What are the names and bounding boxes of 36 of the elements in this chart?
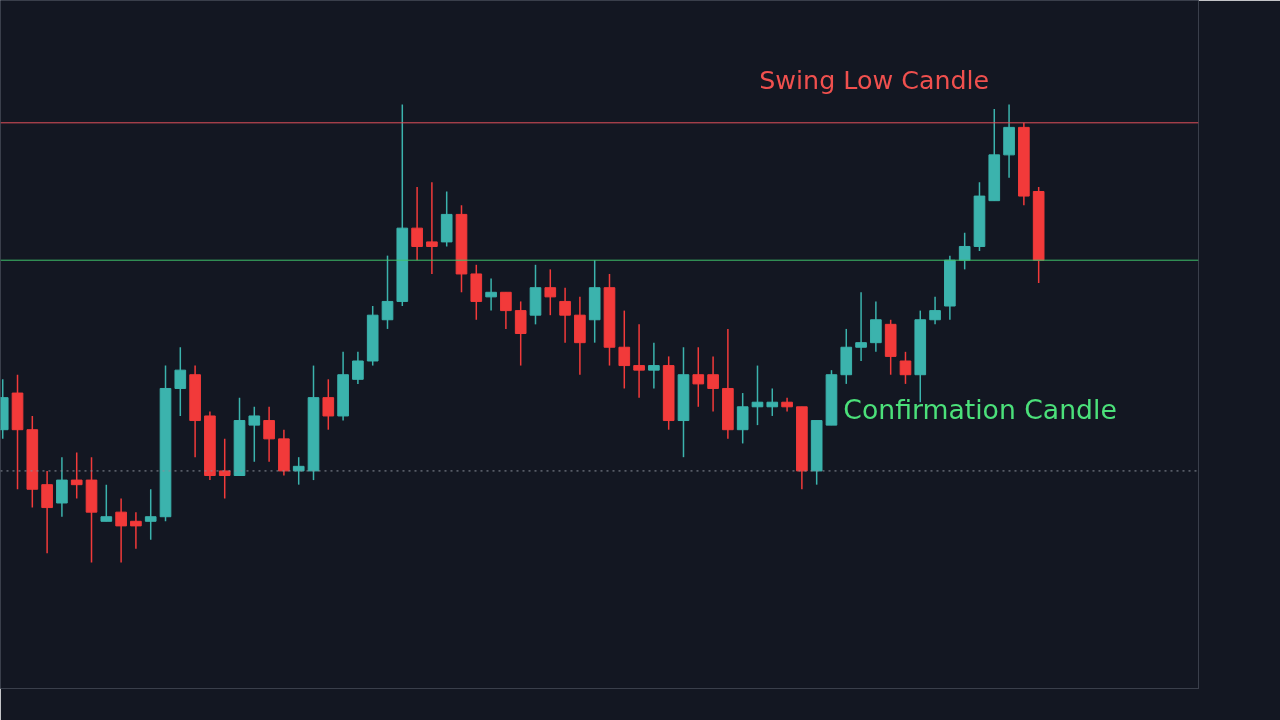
candlestick (115, 497, 127, 564)
candlestick (130, 511, 142, 550)
candlestick (322, 378, 335, 431)
text: Swing Low Candle (759, 65, 990, 96)
candlestick (352, 351, 364, 385)
candlestick (100, 483, 113, 523)
candlestick (736, 392, 749, 445)
candlestick (500, 291, 512, 330)
candlestick (514, 300, 527, 367)
candlestick (544, 268, 557, 316)
candlestick (41, 470, 53, 555)
annotation: Confirmation Candle (843, 394, 1117, 426)
candlestick (870, 300, 882, 353)
candlestick (618, 309, 631, 390)
candlestick (263, 406, 275, 463)
candlestick (855, 291, 867, 362)
candlestick (559, 286, 571, 344)
candlestick (899, 351, 912, 385)
candlestick (426, 181, 438, 275)
candlestick (248, 406, 261, 463)
candlestick (707, 355, 719, 413)
candlestick (648, 341, 660, 390)
candlestick (144, 488, 157, 541)
candlestick (174, 346, 187, 417)
candlestick (411, 186, 423, 261)
candlestick (218, 438, 231, 500)
candlestick (958, 231, 971, 271)
candlestick (381, 254, 394, 330)
candlestick (485, 277, 497, 312)
candlestick (766, 387, 779, 417)
candlestick (292, 456, 305, 486)
candlestick (692, 346, 705, 408)
candlestick (56, 456, 68, 518)
candlestick (70, 451, 83, 500)
candlestick (633, 323, 645, 399)
candlestick (929, 296, 941, 326)
